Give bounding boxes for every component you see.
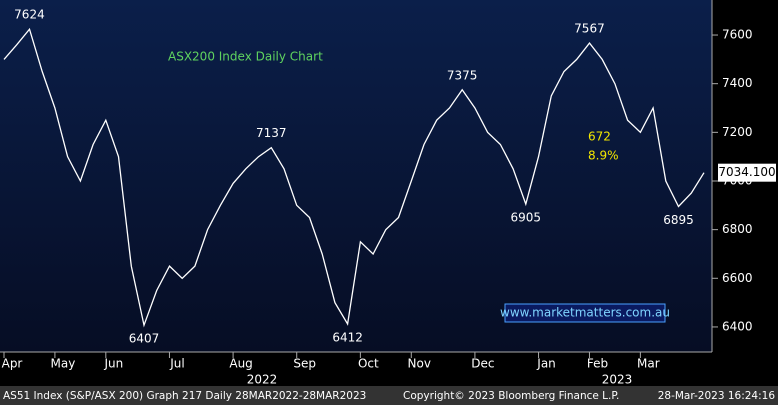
footer-right: 28-Mar-2023 16:24:16	[658, 390, 776, 402]
y-tick-label: 7600	[722, 28, 753, 42]
annotation: 6895	[663, 213, 694, 227]
price-line	[3, 27, 705, 328]
x-tick-label: Jun	[103, 357, 123, 371]
x-tick-label: Nov	[408, 357, 431, 371]
chart-title: ASX200 Index Daily Chart	[168, 50, 323, 64]
change-label: 8.9%	[588, 149, 619, 163]
year-label: 2023	[602, 373, 633, 387]
year-label: 2022	[247, 373, 278, 387]
annotation: 7624	[14, 8, 45, 22]
x-tick-label: Oct	[358, 357, 379, 371]
y-tick-label: 6800	[722, 222, 753, 236]
x-tick-label: Sep	[293, 357, 316, 371]
change-label: 672	[588, 130, 611, 144]
annotation: 7137	[256, 126, 287, 140]
last-value-label: 7034.100	[718, 165, 775, 179]
y-tick-label: 6400	[722, 319, 753, 333]
annotation: 7567	[574, 22, 605, 36]
last-value-box	[718, 163, 776, 182]
watermark: www.marketmatters.com.au	[500, 306, 670, 320]
watermark-box	[504, 303, 666, 323]
x-tick-label: May	[51, 357, 76, 371]
y-tick-label: 7200	[722, 125, 753, 139]
x-tick-label: Jan	[536, 357, 556, 371]
footer-bar	[0, 386, 778, 405]
footer-center: Copyright© 2023 Bloomberg Finance L.P.	[403, 390, 619, 402]
x-tick-label: Jul	[169, 357, 184, 371]
y-tick-label: 6600	[722, 271, 753, 285]
x-tick-label: Dec	[471, 357, 494, 371]
plot-area	[0, 0, 712, 352]
x-tick-label: Mar	[637, 357, 660, 371]
footer-left: AS51 Index (S&P/ASX 200) Graph 217 Daily…	[3, 390, 366, 402]
annotation: 6407	[129, 332, 160, 346]
annotation: 6412	[332, 331, 363, 345]
x-tick-label: Apr	[2, 357, 23, 371]
annotation: 6905	[511, 211, 542, 225]
annotation: 7375	[447, 68, 478, 82]
x-tick-label: Feb	[587, 357, 608, 371]
x-tick-label: Aug	[229, 357, 252, 371]
y-tick-label: 7400	[722, 76, 753, 90]
